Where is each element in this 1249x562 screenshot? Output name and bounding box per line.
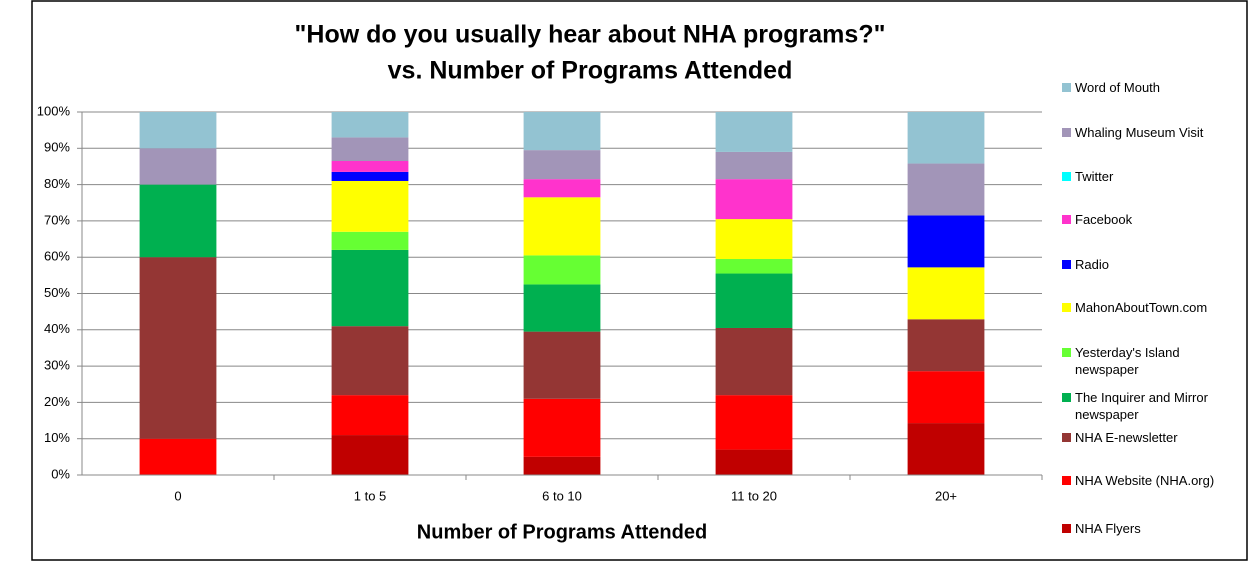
bar-segment — [523, 112, 601, 151]
legend-label: Whaling Museum Visit — [1075, 125, 1204, 140]
legend-label: Twitter — [1075, 169, 1114, 184]
x-tick-label: 1 to 5 — [354, 488, 387, 503]
legend-label: NHA E-newsletter — [1075, 430, 1178, 445]
legend-item: NHA Flyers — [1062, 520, 1242, 537]
bar-segment — [139, 148, 217, 185]
y-tick-label: 100% — [37, 103, 71, 118]
bar-segment — [907, 267, 985, 320]
bar-segment — [331, 137, 409, 162]
legend-swatch — [1062, 215, 1071, 224]
legend-swatch — [1062, 83, 1071, 92]
legend-label: NHA Flyers — [1075, 521, 1141, 536]
legend-label: Word of Mouth — [1075, 80, 1161, 95]
bar-segment — [331, 112, 409, 138]
bar-segment — [715, 179, 793, 220]
y-tick-label: 60% — [44, 249, 70, 264]
bar-segment — [331, 231, 409, 250]
bar-segment — [139, 257, 217, 439]
y-tick-label: 10% — [44, 430, 70, 445]
bar-segment — [715, 273, 793, 328]
bar-segment — [907, 423, 985, 475]
legend-label: MahonAboutTown.com — [1075, 300, 1208, 315]
y-tick-label: 70% — [44, 212, 70, 227]
legend-item: NHA E-newsletter — [1062, 429, 1242, 446]
bar-segment — [139, 184, 217, 258]
bar-segment — [523, 456, 601, 475]
y-tick-label: 20% — [44, 394, 70, 409]
legend-swatch — [1062, 348, 1071, 357]
legend-label: NHA Website (NHA.org) — [1075, 473, 1215, 488]
bar-segment — [523, 398, 601, 457]
bar-segment — [523, 331, 601, 399]
legend-label: Yesterday's Island newspaper — [1075, 345, 1180, 377]
x-tick-label: 0 — [174, 488, 181, 503]
frame — [31, 0, 1248, 561]
legend-item: Radio — [1062, 256, 1242, 273]
bar-segment — [715, 327, 793, 396]
legend-swatch — [1062, 524, 1071, 533]
legend-swatch — [1062, 128, 1071, 137]
legend-swatch — [1062, 260, 1071, 269]
legend-swatch — [1062, 476, 1071, 485]
legend-item: Twitter — [1062, 168, 1242, 185]
x-tick-label: 11 to 20 — [731, 488, 777, 503]
bar-segment — [907, 319, 985, 372]
legend-swatch — [1062, 172, 1071, 181]
bar-segment — [715, 219, 793, 260]
bar-segment — [331, 161, 409, 172]
bar-segment — [907, 371, 985, 424]
y-tick-label: 80% — [44, 176, 70, 191]
bar-segment — [139, 438, 217, 475]
bar-segment — [907, 215, 985, 268]
legend-label: The Inquirer and Mirror newspaper — [1075, 390, 1208, 422]
x-tick-label: 20+ — [935, 488, 957, 503]
legend-swatch — [1062, 303, 1071, 312]
legend-swatch — [1062, 393, 1071, 402]
bar-segment — [523, 284, 601, 332]
y-tick-label: 50% — [44, 285, 70, 300]
chart-subtitle: vs. Number of Programs Attended — [388, 57, 793, 85]
bar-segment — [331, 326, 409, 396]
bar-segment — [331, 435, 409, 475]
bar-segment — [523, 255, 601, 285]
bar-segment — [331, 180, 409, 232]
legend-item: The Inquirer and Mirror newspaper — [1062, 389, 1242, 423]
bar-segment — [331, 171, 409, 181]
bar-segment — [715, 395, 793, 450]
bar-segment — [523, 150, 601, 180]
legend-item: Facebook — [1062, 211, 1242, 228]
y-tick-label: 90% — [44, 140, 70, 155]
y-tick-label: 30% — [44, 358, 70, 373]
bar-segment — [715, 449, 793, 475]
legend-item: Yesterday's Island newspaper — [1062, 344, 1242, 378]
bar-segment — [331, 249, 409, 327]
legend-item: NHA Website (NHA.org) — [1062, 472, 1242, 489]
legend-label: Radio — [1075, 257, 1109, 272]
legend-item: MahonAboutTown.com — [1062, 299, 1242, 316]
bar-segment — [523, 197, 601, 256]
legend-item: Word of Mouth — [1062, 79, 1242, 96]
y-tick-label: 0% — [51, 466, 70, 481]
x-axis-label: Number of Programs Attended — [417, 521, 707, 543]
legend-swatch — [1062, 433, 1071, 442]
legend-item: Whaling Museum Visit — [1062, 124, 1242, 141]
bar-segment — [907, 163, 985, 216]
bar-segment — [715, 259, 793, 274]
chart-title: "How do you usually hear about NHA progr… — [295, 21, 886, 49]
y-tick-label: 40% — [44, 321, 70, 336]
x-tick-label: 6 to 10 — [542, 488, 582, 503]
bar-segment — [139, 112, 217, 149]
bar-segment — [715, 112, 793, 152]
legend-label: Facebook — [1075, 212, 1133, 227]
bar-segment — [715, 151, 793, 180]
bar-segment — [907, 112, 985, 164]
bar-segment — [523, 179, 601, 198]
bar-segment — [331, 395, 409, 436]
